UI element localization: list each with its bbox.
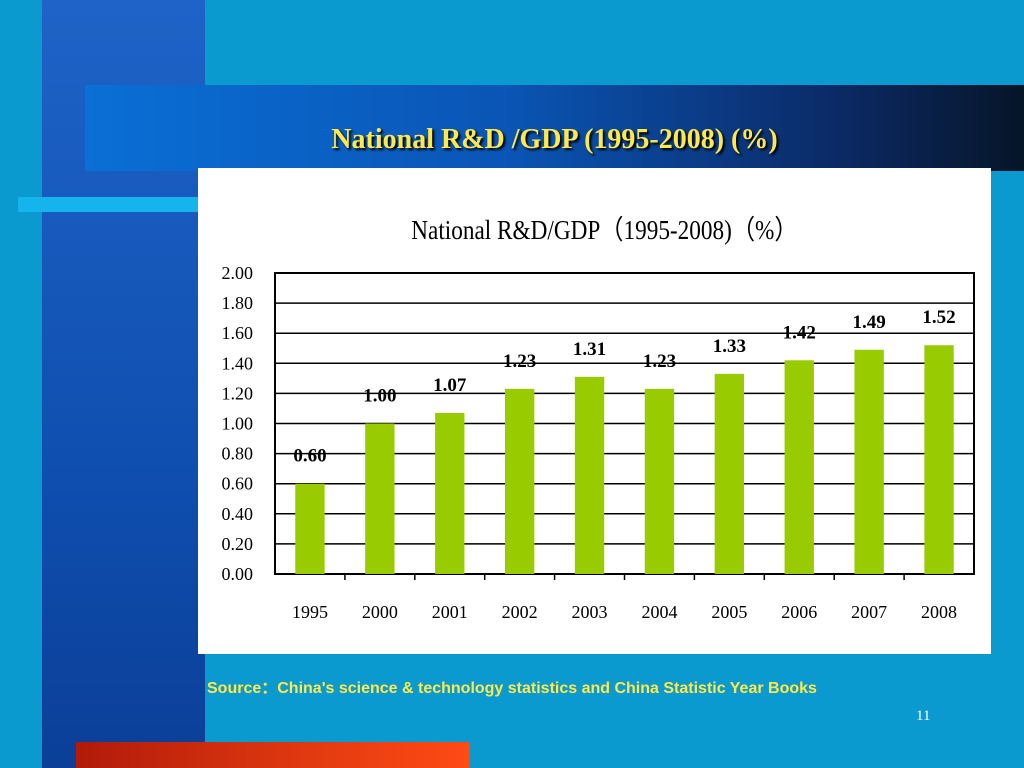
title-decor-band: [85, 85, 1024, 171]
source-note: Source：China's science & technology stat…: [207, 680, 817, 697]
y-tick-label: 1.00: [222, 414, 254, 434]
data-label: 1.42: [783, 322, 816, 343]
y-tick-label: 0.80: [222, 444, 254, 464]
x-tick-label: 1995: [292, 602, 328, 622]
x-tick-label: 2004: [641, 602, 677, 622]
data-label: 1.31: [573, 339, 606, 360]
bar: [714, 373, 745, 574]
y-tick-label: 1.60: [222, 323, 254, 343]
accent-line: [18, 197, 208, 212]
slide-title: National R&D /GDP (1995-2008) (%): [331, 124, 778, 155]
bar: [365, 423, 395, 574]
x-tick-label: 2003: [572, 602, 608, 622]
bar: [784, 360, 814, 574]
data-label: 0.60: [293, 446, 326, 467]
x-tick-label: 2006: [781, 602, 817, 622]
y-tick-label: 1.80: [222, 293, 254, 313]
bar: [854, 349, 884, 574]
bar: [644, 388, 675, 574]
y-tick-label: 0.40: [222, 504, 254, 524]
x-tick-label: 2002: [502, 602, 538, 622]
bar: [574, 376, 605, 574]
x-tick-label: 2000: [362, 602, 398, 622]
y-tick-label: 0.20: [222, 534, 254, 554]
bar: [924, 345, 954, 574]
data-label: 1.23: [643, 351, 676, 372]
y-tick-label: 0.60: [222, 474, 254, 494]
y-tick-label: 1.20: [222, 383, 254, 403]
bar: [435, 412, 465, 574]
bar: [504, 388, 535, 574]
page-number: 11: [916, 708, 931, 724]
data-label: 1.07: [433, 375, 467, 396]
x-tick-label: 2008: [921, 602, 957, 622]
y-tick-label: 1.40: [222, 353, 254, 373]
bottom-decor-bar: [76, 742, 470, 768]
data-label: 1.23: [503, 351, 536, 372]
data-label: 1.52: [922, 307, 955, 328]
data-label: 1.33: [713, 336, 746, 357]
bar: [295, 483, 325, 574]
x-tick-label: 2007: [851, 602, 887, 622]
chart-title: National R&D/GDP（1995-2008)（%）: [411, 215, 798, 245]
chart-panel: National R&D/GDP（1995-2008)（%） 0.00 0.20 0…: [198, 168, 991, 654]
x-tick-label: 2001: [432, 602, 468, 622]
y-tick-label: 0.00: [222, 564, 254, 584]
data-label: 1.49: [853, 312, 886, 333]
bar-chart: 0.00 0.20 0.40 0.60 0.80 1.00 1.20 1.40 1.60 1.80…: [222, 263, 975, 622]
data-label: 1.00: [363, 386, 396, 407]
x-tick-label: 2005: [711, 602, 747, 622]
y-tick-label: 2.00: [222, 263, 254, 283]
